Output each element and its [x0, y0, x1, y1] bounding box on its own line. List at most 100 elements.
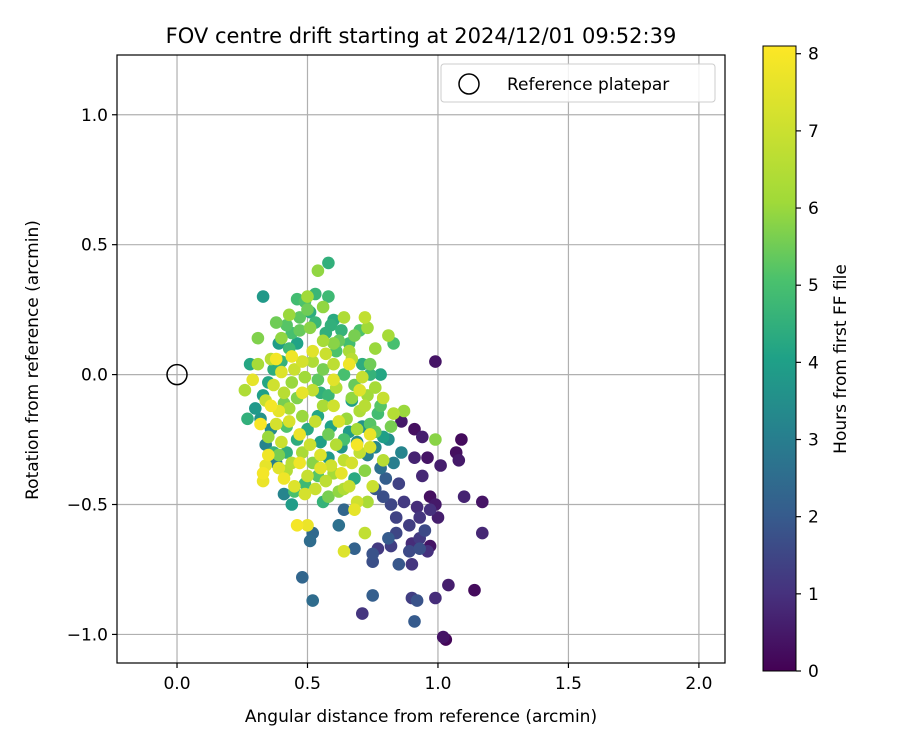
data-point [337, 368, 351, 381]
data-point [288, 363, 301, 376]
data-point [272, 448, 286, 462]
y-axis-label: Rotation from reference (arcmin) [23, 220, 43, 500]
x-axis-label: Angular distance from reference (arcmin) [245, 707, 597, 727]
data-point [429, 355, 442, 368]
colorbar-tick-label: 1 [808, 585, 819, 605]
data-point [298, 370, 312, 384]
legend-entry-reference-platepar: Reference platepar [507, 75, 669, 95]
data-point [345, 456, 359, 470]
data-point [303, 438, 317, 452]
data-point [275, 331, 288, 345]
data-point [264, 399, 278, 413]
data-point [376, 454, 390, 467]
data-point [262, 448, 275, 462]
data-point [384, 420, 398, 433]
data-point [296, 355, 309, 368]
data-point [397, 495, 411, 509]
data-point [348, 503, 361, 516]
colorbar-tick-label: 2 [808, 508, 819, 528]
data-point [395, 446, 408, 459]
data-point [280, 318, 293, 332]
x-axis-ticks: 0.0 0.5 1.0 1.5 2.0 [163, 663, 712, 694]
data-point [382, 329, 395, 342]
data-point [363, 428, 377, 441]
data-point [256, 467, 270, 480]
data-point [403, 545, 416, 558]
data-point [296, 386, 309, 400]
data-point [269, 417, 283, 431]
y-axis-ticks: −1.0 −0.5 0.0 0.5 1.0 [67, 106, 117, 645]
data-point [429, 433, 442, 446]
data-point [376, 391, 390, 405]
data-point [316, 363, 330, 376]
data-point [309, 415, 322, 428]
data-point [356, 370, 369, 384]
data-point [314, 435, 327, 449]
data-point [293, 456, 307, 470]
data-point [306, 355, 320, 368]
data-point [272, 461, 286, 475]
data-point [314, 448, 327, 462]
data-point [358, 464, 372, 478]
data-point [410, 500, 424, 514]
x-tick-label: 0.0 [163, 674, 190, 694]
data-point [353, 383, 367, 397]
data-point [249, 402, 262, 415]
data-point [442, 578, 455, 592]
y-tick-label: 0.0 [81, 366, 108, 386]
data-point [363, 357, 377, 371]
data-point [392, 558, 406, 571]
data-point [251, 357, 265, 371]
data-point [366, 589, 380, 602]
data-point [342, 357, 356, 371]
data-point [468, 583, 481, 597]
data-point [350, 422, 364, 436]
data-point [431, 511, 445, 524]
data-point [418, 524, 432, 537]
data-point [389, 511, 403, 524]
reference-platepar-marker [166, 363, 188, 386]
data-point [457, 490, 471, 504]
data-point [262, 430, 275, 444]
data-point [436, 630, 450, 644]
data-point [301, 303, 314, 316]
data-point [348, 329, 361, 342]
data-point [382, 532, 395, 545]
data-point [376, 490, 390, 504]
colorbar-ticks: 0 1 2 3 4 5 6 7 8 [796, 45, 819, 682]
data-point [337, 311, 351, 324]
data-point [251, 331, 265, 345]
data-point [408, 615, 421, 628]
data-point [306, 344, 320, 358]
data-point [416, 430, 429, 444]
data-point [267, 378, 280, 392]
data-point [314, 461, 327, 475]
y-tick-label: −1.0 [67, 625, 108, 645]
data-point [408, 451, 421, 465]
data-point [246, 373, 259, 387]
data-point [316, 334, 330, 348]
data-point [337, 503, 351, 516]
data-point [282, 415, 296, 428]
data-point [322, 389, 335, 402]
data-point [374, 368, 387, 381]
data-point [429, 591, 442, 605]
data-point [293, 428, 307, 441]
data-point [324, 318, 338, 332]
data-point [342, 480, 356, 493]
data-point [306, 594, 320, 607]
data-point [366, 547, 380, 561]
data-point [408, 422, 421, 436]
data-point [335, 467, 348, 480]
data-point [238, 383, 252, 397]
data-point [397, 404, 411, 418]
data-point [413, 511, 427, 524]
data-point [296, 409, 309, 423]
x-tick-label: 1.0 [424, 674, 451, 694]
data-point [327, 357, 340, 371]
data-point [476, 526, 489, 540]
data-point [327, 337, 340, 350]
data-point [324, 459, 338, 472]
data-point [319, 347, 333, 361]
colorbar [762, 45, 797, 672]
